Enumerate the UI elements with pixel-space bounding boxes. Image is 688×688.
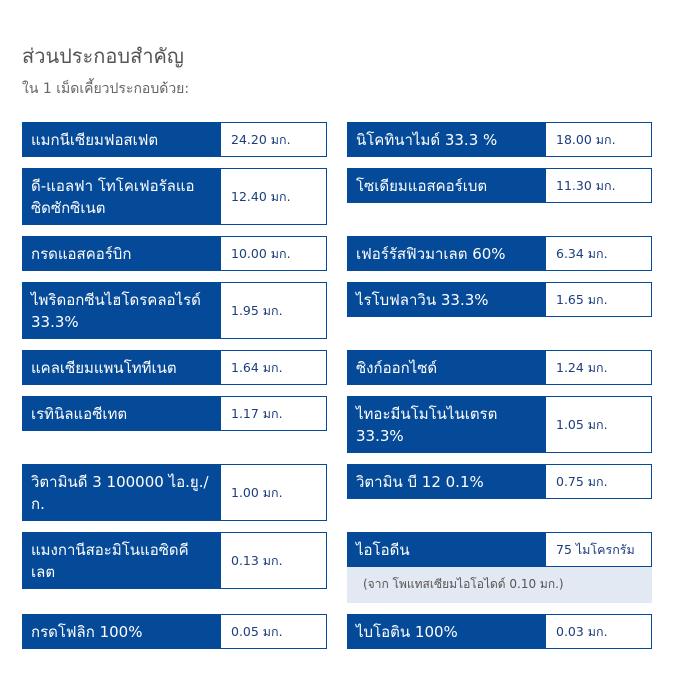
ingredient-amount: 18.00 มก. [545, 122, 652, 157]
ingredient-row: กรดโฟลิก 100% 0.05 มก. [22, 614, 327, 649]
ingredient: กรดแอสคอร์บิก 10.00 มก. [22, 236, 327, 271]
ingredient: ไพริดอกซีนไฮโดรคลอไรด์ 33.3% 1.95 มก. [22, 282, 327, 339]
ingredient: ไบโอติน 100% 0.03 มก. [347, 614, 652, 649]
ingredient: ไรโบฟลาวิน 33.3% 1.65 มก. [347, 282, 652, 317]
ingredient-row: ไบโอติน 100% 0.03 มก. [347, 614, 652, 649]
ingredient-row: แมงกานีสอะมิโนแอซิดคีเลต 0.13 มก. [22, 532, 327, 589]
ingredient-name: กรดโฟลิก 100% [22, 614, 220, 649]
ingredient-row: ไอโอดีน 75 ไมโครกรัม [347, 532, 652, 567]
ingredient-amount: 1.64 มก. [220, 350, 327, 385]
ingredient-amount: 12.40 มก. [220, 168, 327, 225]
ingredient-name: โซเดียมแอสคอร์เบต [347, 168, 545, 203]
ingredient-name: ซิงก์ออกไซด์ [347, 350, 545, 385]
ingredient: วิตามินดี 3 100000 ไอ.ยู./ก. 1.00 มก. [22, 464, 327, 521]
ingredient: ดี-แอลฟา โทโคเฟอรัลแอซิดซักซิเนต 12.40 มก… [22, 168, 327, 225]
ingredient-row: แคลเซียมแพนโททีเนต 1.64 มก. [22, 350, 327, 385]
ingredient-name: เฟอร์รัสฟิวมาเลต 60% [347, 236, 545, 271]
ingredient-amount: 1.17 มก. [220, 396, 327, 431]
ingredient-amount: 6.34 มก. [545, 236, 652, 271]
ingredient-amount: 1.95 มก. [220, 282, 327, 339]
ingredient-name: กรดแอสคอร์บิก [22, 236, 220, 271]
ingredient-name: ไรโบฟลาวิน 33.3% [347, 282, 545, 317]
ingredient: ไอโอดีน 75 ไมโครกรัม (จาก โพแทสเซียมไอโอได… [347, 532, 652, 603]
ingredient-row: ไรโบฟลาวิน 33.3% 1.65 มก. [347, 282, 652, 317]
ingredient-name: แมงกานีสอะมิโนแอซิดคีเลต [22, 532, 220, 589]
ingredient-amount: 0.75 มก. [545, 464, 652, 499]
ingredient: โซเดียมแอสคอร์เบต 11.30 มก. [347, 168, 652, 203]
ingredient-row: โซเดียมแอสคอร์เบต 11.30 มก. [347, 168, 652, 203]
ingredient-name: นิโคทินาไมด์ 33.3 % [347, 122, 545, 157]
ingredient-row: แมกนีเซียมฟอสเฟต 24.20 มก. [22, 122, 327, 157]
ingredient-row: ไพริดอกซีนไฮโดรคลอไรด์ 33.3% 1.95 มก. [22, 282, 327, 339]
subtitle: ใน 1 เม็ดเคี้ยวประกอบด้วย: [22, 81, 190, 97]
ingredient-row: กรดแอสคอร์บิก 10.00 มก. [22, 236, 327, 271]
ingredient-amount: 1.00 มก. [220, 464, 327, 521]
ingredient-name: เรทินิลแอซีเทต [22, 396, 220, 431]
ingredient-amount: 0.03 มก. [545, 614, 652, 649]
ingredient: แมงกานีสอะมิโนแอซิดคีเลต 0.13 มก. [22, 532, 327, 589]
ingredient: กรดโฟลิก 100% 0.05 มก. [22, 614, 327, 649]
ingredient: แคลเซียมแพนโททีเนต 1.64 มก. [22, 350, 327, 385]
ingredient-row: เฟอร์รัสฟิวมาเลต 60% 6.34 มก. [347, 236, 652, 271]
ingredient-name: ไบโอติน 100% [347, 614, 545, 649]
ingredient-row: นิโคทินาไมด์ 33.3 % 18.00 มก. [347, 122, 652, 157]
ingredient-amount: 1.65 มก. [545, 282, 652, 317]
ingredient: วิตามิน บี 12 0.1% 0.75 มก. [347, 464, 652, 499]
ingredient: เฟอร์รัสฟิวมาเลต 60% 6.34 มก. [347, 236, 652, 271]
ingredient-row: เรทินิลแอซีเทต 1.17 มก. [22, 396, 327, 431]
ingredient-row: ไทอะมีนโมโนไนเตรต 33.3% 1.05 มก. [347, 396, 652, 453]
ingredient: ไทอะมีนโมโนไนเตรต 33.3% 1.05 มก. [347, 396, 652, 453]
ingredient-name: แมกนีเซียมฟอสเฟต [22, 122, 220, 157]
ingredient-name: ดี-แอลฟา โทโคเฟอรัลแอซิดซักซิเนต [22, 168, 220, 225]
ingredient-name: ไทอะมีนโมโนไนเตรต 33.3% [347, 396, 545, 453]
ingredient-row: ซิงก์ออกไซด์ 1.24 มก. [347, 350, 652, 385]
ingredient-amount: 75 ไมโครกรัม [545, 532, 652, 567]
ingredient-grid: แมกนีเซียมฟอสเฟต 24.20 มก. นิโคทินาไมด์ 33… [22, 122, 652, 649]
ingredient: เรทินิลแอซีเทต 1.17 มก. [22, 396, 327, 431]
ingredient-name: ไอโอดีน [347, 532, 545, 567]
ingredient-amount: 0.13 มก. [220, 532, 327, 589]
ingredient-amount: 11.30 มก. [545, 168, 652, 203]
ingredient-row: ดี-แอลฟา โทโคเฟอรัลแอซิดซักซิเนต 12.40 มก… [22, 168, 327, 225]
ingredient: นิโคทินาไมด์ 33.3 % 18.00 มก. [347, 122, 652, 157]
ingredient-amount: 0.05 มก. [220, 614, 327, 649]
ingredient-amount: 24.20 มก. [220, 122, 327, 157]
title: ส่วนประกอบสำคัญ [22, 44, 184, 68]
ingredient-row: วิตามินดี 3 100000 ไอ.ยู./ก. 1.00 มก. [22, 464, 327, 521]
ingredient-amount: 10.00 มก. [220, 236, 327, 271]
ingredient-note: (จาก โพแทสเซียมไอโอไดด์ 0.10 มก.) [347, 567, 652, 603]
ingredient-amount: 1.05 มก. [545, 396, 652, 453]
ingredient-amount: 1.24 มก. [545, 350, 652, 385]
ingredient-name: วิตามินดี 3 100000 ไอ.ยู./ก. [22, 464, 220, 521]
ingredient: ซิงก์ออกไซด์ 1.24 มก. [347, 350, 652, 385]
ingredient: แมกนีเซียมฟอสเฟต 24.20 มก. [22, 122, 327, 157]
ingredient-row: วิตามิน บี 12 0.1% 0.75 มก. [347, 464, 652, 499]
ingredient-name: วิตามิน บี 12 0.1% [347, 464, 545, 499]
ingredient-name: แคลเซียมแพนโททีเนต [22, 350, 220, 385]
ingredient-name: ไพริดอกซีนไฮโดรคลอไรด์ 33.3% [22, 282, 220, 339]
